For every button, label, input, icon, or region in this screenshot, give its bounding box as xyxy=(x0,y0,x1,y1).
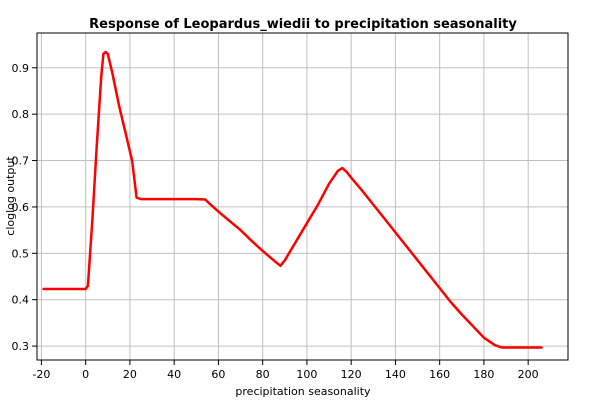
x-tick-label: 100 xyxy=(296,368,317,381)
y-tick-label: 0.3 xyxy=(12,340,30,353)
y-tick-label: 0.8 xyxy=(12,108,30,121)
x-tick-label: 80 xyxy=(256,368,270,381)
x-tick-label: 20 xyxy=(123,368,137,381)
x-tick-label: 160 xyxy=(429,368,450,381)
grid xyxy=(37,33,568,360)
y-tick-label: 0.4 xyxy=(12,294,30,307)
chart-title: Response of Leopardus_wiedii to precipit… xyxy=(89,17,517,32)
x-tick-label: 200 xyxy=(518,368,539,381)
response-curve-line xyxy=(42,50,543,349)
y-tick-label: 0.7 xyxy=(12,155,30,168)
y-tick-label: 0.5 xyxy=(12,247,30,260)
y-tick-label: 0.6 xyxy=(12,201,30,214)
x-tick-label: -20 xyxy=(32,368,50,381)
y-tick-label: 0.9 xyxy=(12,62,30,75)
x-tick-label: 0 xyxy=(82,368,89,381)
x-tick-label: 40 xyxy=(167,368,181,381)
y-axis-label: cloglog output xyxy=(4,156,17,236)
x-tick-label: 120 xyxy=(341,368,362,381)
x-tick-label: 60 xyxy=(211,368,225,381)
x-tick-label: 140 xyxy=(385,368,406,381)
axis-ticks: -20 0 20 40 60 80 100 120 140 160 180 200 0.3 0.4 0.5 0… xyxy=(12,62,539,381)
x-tick-label: 180 xyxy=(473,368,494,381)
x-axis-label: precipitation seasonality xyxy=(235,385,371,398)
plot-frame xyxy=(36,32,569,361)
series-layer xyxy=(42,50,543,349)
